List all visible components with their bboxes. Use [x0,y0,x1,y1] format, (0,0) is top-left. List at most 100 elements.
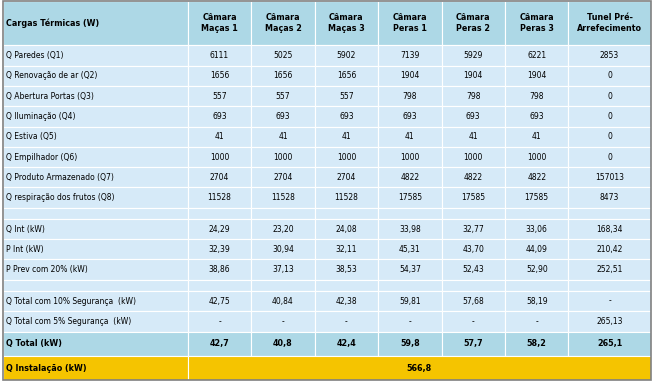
Bar [3,126,188,147]
Text: 45,31: 45,31 [399,245,421,254]
Bar [505,1,569,45]
Text: Q Instalação (kW): Q Instalação (kW) [6,363,87,373]
Text: 42,38: 42,38 [336,296,357,306]
Bar [315,106,378,126]
Text: 11528: 11528 [207,193,231,202]
Text: Q Total com 5% Segurança  (kW): Q Total com 5% Segurança (kW) [6,317,131,326]
Text: 2704: 2704 [273,173,293,182]
Text: 0: 0 [607,112,612,121]
Text: 58,19: 58,19 [526,296,548,306]
Text: 5025: 5025 [273,51,293,60]
Text: 693: 693 [339,112,354,121]
Bar [378,147,441,167]
Text: 693: 693 [529,112,544,121]
Bar [569,66,651,86]
Text: 59,81: 59,81 [399,296,421,306]
Text: 265,13: 265,13 [597,317,623,326]
Bar [505,106,569,126]
Bar [188,208,251,219]
Bar [315,311,378,331]
Bar [315,66,378,86]
Bar [3,331,188,356]
Bar [441,219,505,239]
Text: 1904: 1904 [400,71,419,80]
Text: 38,53: 38,53 [336,265,357,274]
Text: 30,94: 30,94 [272,245,294,254]
Text: 798: 798 [529,92,544,101]
Text: 0: 0 [607,92,612,101]
Bar [251,280,315,291]
Bar [188,331,251,356]
Bar [441,126,505,147]
Text: 566,8: 566,8 [407,363,432,373]
Text: 41: 41 [215,132,224,141]
Text: Q Renovação de ar (Q2): Q Renovação de ar (Q2) [6,71,97,80]
Bar [315,147,378,167]
Bar [505,167,569,187]
Text: Câmara
Maças 1: Câmara Maças 1 [201,13,238,33]
Bar [3,106,188,126]
Bar [569,147,651,167]
Text: 693: 693 [402,112,417,121]
Bar [251,331,315,356]
Bar [569,208,651,219]
Text: Câmara
Maças 2: Câmara Maças 2 [265,13,301,33]
Text: 6111: 6111 [210,51,229,60]
Text: 693: 693 [466,112,481,121]
Bar [251,187,315,208]
Bar [188,280,251,291]
Bar [251,239,315,259]
Text: 4822: 4822 [464,173,483,182]
Text: 43,70: 43,70 [462,245,484,254]
Bar [251,45,315,66]
Text: 157013: 157013 [595,173,624,182]
Bar [569,86,651,106]
Bar [251,126,315,147]
Bar [441,187,505,208]
Bar [441,291,505,311]
Text: 33,06: 33,06 [526,224,548,234]
Text: Câmara
Peras 1: Câmara Peras 1 [393,13,427,33]
Text: 58,2: 58,2 [527,339,546,348]
Text: 557: 557 [339,92,354,101]
Bar [188,106,251,126]
Bar [569,311,651,331]
Bar [378,219,441,239]
Bar [441,239,505,259]
Text: P Int (kW): P Int (kW) [6,245,44,254]
Bar [188,259,251,280]
Text: 5929: 5929 [464,51,483,60]
Bar [251,311,315,331]
Text: 1000: 1000 [464,152,483,162]
Bar [569,167,651,187]
Text: 1000: 1000 [336,152,356,162]
Bar [505,45,569,66]
Text: Q Iluminação (Q4): Q Iluminação (Q4) [6,112,76,121]
Bar [378,280,441,291]
Text: -: - [472,317,475,326]
Text: 54,37: 54,37 [399,265,421,274]
Text: 52,43: 52,43 [462,265,484,274]
Bar [251,167,315,187]
Bar [441,86,505,106]
Text: 41: 41 [405,132,415,141]
Bar [188,219,251,239]
Bar [569,280,651,291]
Bar [3,239,188,259]
Bar [441,66,505,86]
Text: 17585: 17585 [398,193,422,202]
Bar [188,86,251,106]
Bar [505,208,569,219]
Text: 693: 693 [276,112,290,121]
Text: 6221: 6221 [527,51,546,60]
Bar [569,126,651,147]
Bar [378,1,441,45]
Text: Q respiração dos frutos (Q8): Q respiração dos frutos (Q8) [6,193,114,202]
Text: 24,29: 24,29 [209,224,230,234]
Bar [3,356,188,380]
Bar [441,106,505,126]
Bar [188,356,651,380]
Bar [188,239,251,259]
Bar [378,311,441,331]
Bar [378,331,441,356]
